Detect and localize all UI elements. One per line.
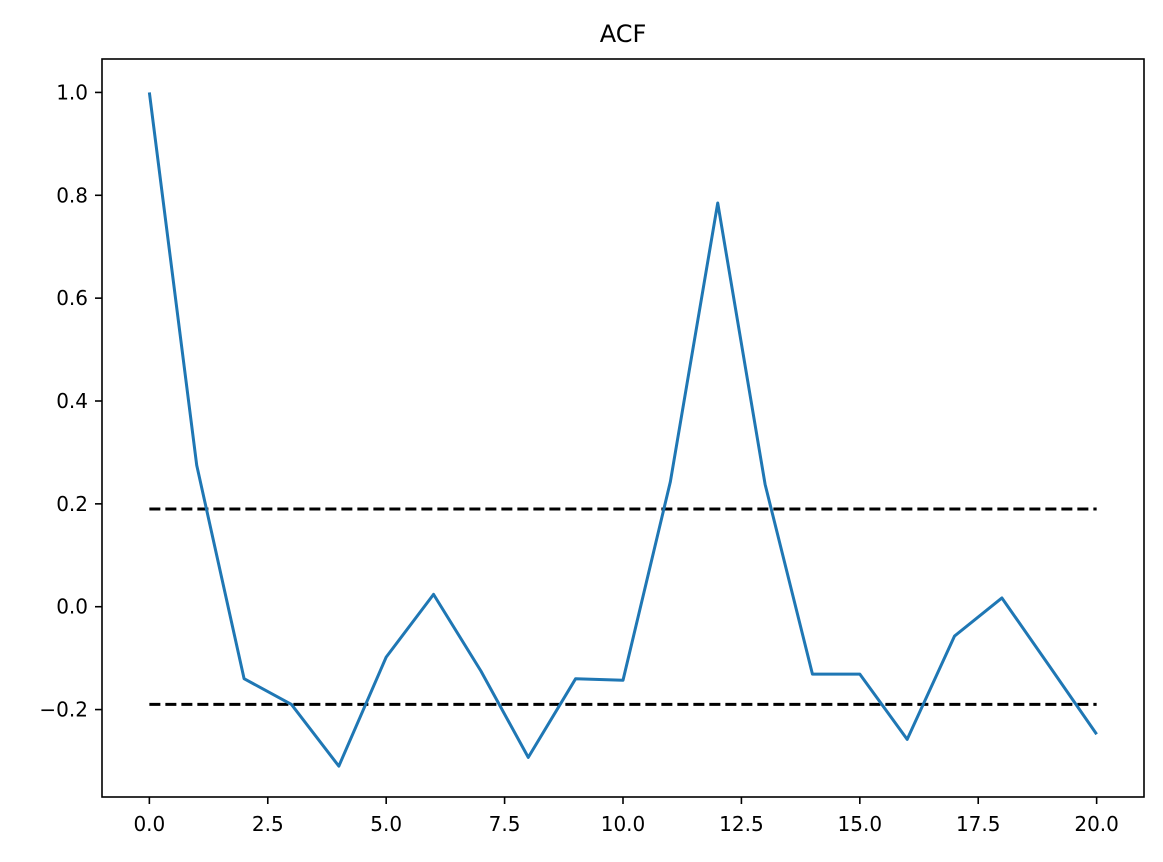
x-tick-label: 15.0 [838, 812, 883, 836]
x-tick-label: 20.0 [1074, 812, 1119, 836]
x-tick-label: 2.5 [252, 812, 284, 836]
chart-title: ACF [600, 20, 647, 48]
x-tick-label: 17.5 [956, 812, 1001, 836]
plot-area [147, 92, 1098, 768]
y-tick-label: 0.0 [56, 595, 88, 619]
y-tick-label: 0.2 [56, 492, 88, 516]
y-tick-label: 0.4 [56, 389, 88, 413]
y-axis-ticks: −0.2 0.0 0.2 0.4 0.6 0.8 1.0 [39, 80, 102, 722]
y-tick-label: 0.6 [56, 286, 88, 310]
y-tick-label: 0.8 [56, 183, 88, 207]
x-tick-label: 0.0 [133, 812, 165, 836]
x-tick-label: 10.0 [601, 812, 646, 836]
x-tick-label: 7.5 [489, 812, 521, 836]
y-tick-label: 1.0 [56, 80, 88, 104]
x-tick-label: 5.0 [370, 812, 402, 836]
x-tick-label: 12.5 [719, 812, 764, 836]
y-tick-label: −0.2 [39, 698, 88, 722]
x-axis-ticks: 0.0 2.5 5.0 7.5 10.0 12.5 15.0 17.5 20.0 [133, 797, 1119, 836]
acf-series-line [147, 92, 1098, 768]
axes-frame [101, 58, 1145, 798]
